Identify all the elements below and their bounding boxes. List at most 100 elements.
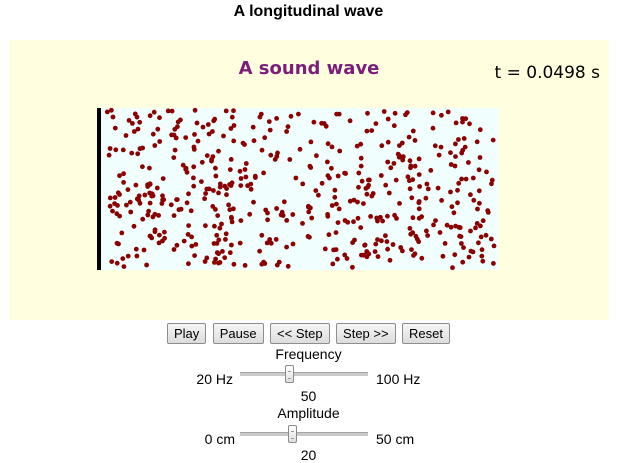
particle	[296, 111, 301, 117]
particle	[399, 140, 405, 146]
particle	[216, 190, 221, 196]
particle	[470, 249, 476, 255]
particle	[146, 208, 152, 214]
particle	[206, 131, 212, 137]
particle	[217, 225, 223, 231]
pause-button[interactable]: Pause	[212, 323, 264, 344]
particle	[308, 139, 314, 145]
particle	[150, 131, 156, 137]
particle	[358, 225, 364, 231]
particle	[453, 154, 458, 159]
particle	[392, 110, 398, 116]
frequency-slider-track[interactable]	[240, 372, 368, 376]
particle	[385, 159, 391, 165]
particle	[410, 128, 416, 134]
frequency-slider-thumb[interactable]	[284, 365, 294, 383]
particle	[267, 237, 273, 242]
particle	[369, 128, 375, 133]
particle	[329, 144, 335, 150]
particle	[368, 214, 373, 219]
particle	[205, 122, 211, 127]
particle	[448, 224, 454, 230]
particle	[261, 170, 266, 176]
particle	[333, 230, 339, 236]
particle	[330, 261, 336, 267]
particle	[160, 193, 165, 199]
particle	[476, 188, 482, 194]
particle	[325, 159, 330, 165]
frequency-label: Frequency	[275, 346, 342, 362]
step-back-button[interactable]: << Step	[270, 323, 330, 344]
particle	[336, 206, 342, 212]
particle	[313, 188, 319, 194]
particle	[452, 252, 458, 258]
particle	[248, 186, 254, 192]
particle	[439, 198, 444, 203]
step-forward-button[interactable]: Step >>	[336, 323, 396, 344]
particle	[121, 180, 126, 185]
particle	[359, 178, 365, 184]
particle	[448, 150, 453, 156]
particle	[265, 217, 270, 223]
particle	[460, 119, 465, 125]
particle	[358, 141, 364, 147]
particle	[104, 109, 110, 115]
particle	[231, 123, 237, 128]
particle	[168, 202, 174, 208]
particle	[156, 213, 162, 218]
particle	[319, 180, 325, 186]
particle	[387, 257, 393, 263]
particle	[185, 232, 191, 237]
amplitude-slider-track[interactable]	[240, 432, 368, 436]
particle	[307, 234, 312, 240]
particle	[381, 109, 387, 114]
particle	[307, 163, 313, 169]
particle	[407, 158, 413, 164]
particle	[210, 204, 216, 209]
particle	[120, 147, 126, 153]
particle	[192, 253, 198, 258]
particle	[409, 247, 414, 253]
simulation-panel: A sound wave t = 0.0498 s	[9, 40, 609, 320]
particle	[140, 216, 146, 222]
particle	[470, 175, 476, 181]
reset-button[interactable]: Reset	[402, 323, 451, 344]
particle	[261, 259, 266, 265]
particle	[412, 163, 418, 169]
play-button[interactable]: Play	[166, 323, 207, 344]
particle	[174, 242, 180, 248]
particle	[171, 247, 177, 252]
particle	[107, 203, 113, 209]
particle	[384, 239, 390, 245]
particle	[410, 215, 416, 221]
particle	[462, 144, 468, 150]
particle	[378, 173, 384, 178]
particle	[325, 212, 330, 217]
particle	[450, 265, 455, 271]
particle	[129, 150, 135, 156]
particle	[463, 176, 469, 182]
particle	[238, 183, 244, 189]
particle	[193, 242, 199, 247]
particle	[242, 167, 248, 172]
particle	[117, 213, 122, 219]
particle	[366, 182, 371, 188]
particle	[386, 190, 392, 196]
particle	[222, 255, 228, 261]
particle	[332, 187, 338, 193]
particle	[285, 263, 291, 269]
amplitude-slider-thumb[interactable]	[287, 425, 297, 443]
particle	[195, 138, 201, 144]
particle	[237, 240, 243, 246]
amplitude-min-label: 0 cm	[204, 431, 235, 447]
particle	[364, 191, 370, 197]
particle	[379, 143, 385, 149]
particle	[222, 183, 228, 189]
particle	[407, 186, 413, 192]
particle	[114, 260, 120, 266]
particle	[228, 157, 234, 162]
particle	[329, 165, 334, 171]
particle	[351, 219, 356, 225]
particle	[115, 203, 120, 208]
particle	[430, 110, 436, 116]
